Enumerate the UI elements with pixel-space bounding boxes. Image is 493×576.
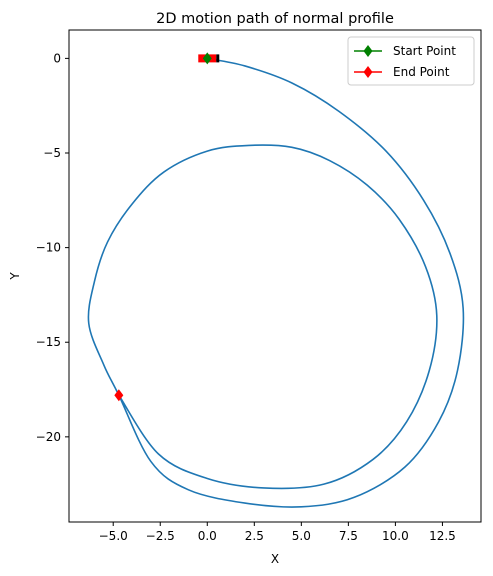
x-axis-ticks: −5.0 −2.5 0.0 2.5 5.0 7.5 10.0 12.5	[99, 522, 456, 543]
y-tick-label: 0	[53, 51, 61, 65]
x-tick-label: 10.0	[382, 529, 409, 543]
legend: Start Point End Point	[348, 37, 474, 85]
legend-start-label: Start Point	[393, 44, 456, 58]
chart-title: 2D motion path of normal profile	[156, 11, 394, 27]
legend-end-label: End Point	[393, 65, 450, 79]
x-tick-label: −2.5	[146, 529, 175, 543]
path-line	[88, 58, 463, 507]
plot-area	[69, 30, 481, 522]
vehicle-front	[216, 54, 219, 62]
x-axis-label: X	[271, 552, 279, 566]
x-tick-label: 5.0	[292, 529, 311, 543]
start-point-marker	[203, 52, 212, 64]
plot-frame	[69, 30, 481, 522]
x-tick-label: 12.5	[429, 529, 456, 543]
y-tick-label: −10	[36, 241, 61, 255]
x-tick-label: 0.0	[198, 529, 217, 543]
y-axis-label: Y	[8, 272, 22, 281]
x-tick-label: −5.0	[99, 529, 128, 543]
x-tick-label: 7.5	[339, 529, 358, 543]
y-tick-label: −15	[36, 335, 61, 349]
y-tick-label: −5	[43, 146, 61, 160]
x-tick-label: 2.5	[245, 529, 264, 543]
y-axis-ticks: 0 −5 −10 −15 −20	[36, 51, 69, 443]
y-tick-label: −20	[36, 430, 61, 444]
